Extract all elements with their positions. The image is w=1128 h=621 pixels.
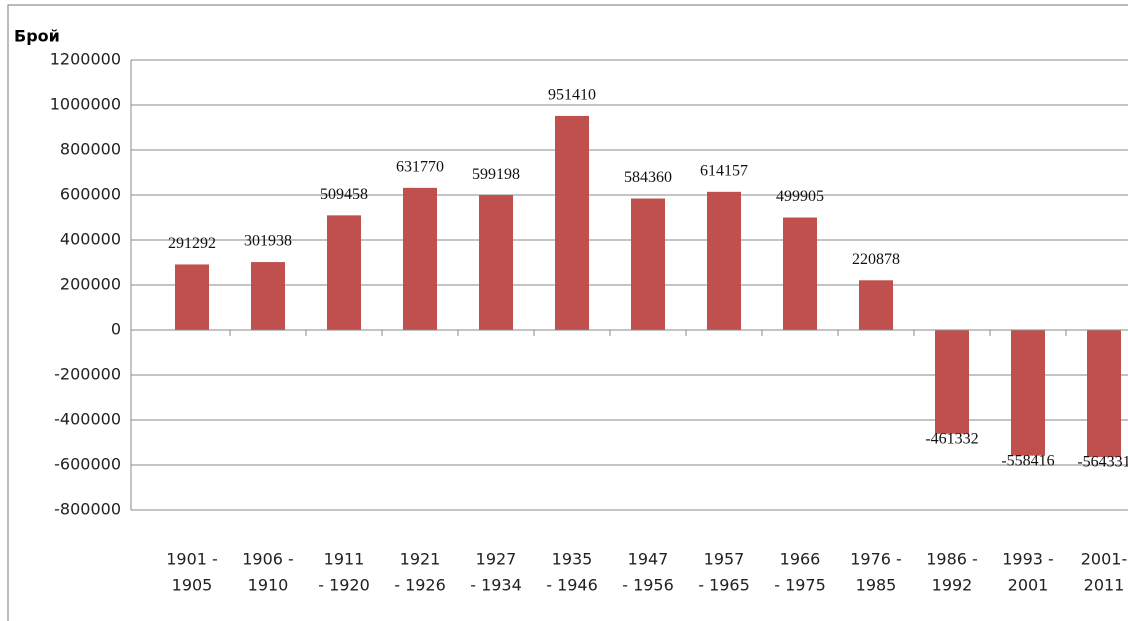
y-tick-label: 1000000 (50, 95, 121, 114)
x-tick-label: 1976 - (850, 550, 902, 569)
value-label: -564331 (1077, 454, 1128, 471)
bar (1087, 330, 1121, 457)
value-label: 509458 (320, 186, 368, 203)
x-tick-label: - 1965 (698, 576, 750, 595)
x-tick-label: 1910 (248, 576, 289, 595)
value-label: 631770 (396, 159, 444, 176)
value-label: 291292 (168, 235, 216, 252)
x-tick-label: 1935 (552, 550, 593, 569)
bar (251, 262, 285, 330)
x-tick-label: 2011 (1084, 576, 1125, 595)
y-tick-label: 800000 (60, 140, 121, 159)
value-label: 951410 (548, 87, 596, 104)
bar (479, 195, 513, 330)
bar (783, 217, 817, 330)
x-tick-label: 1906 - (242, 550, 294, 569)
x-tick-label: 1921 (400, 550, 441, 569)
bar (935, 330, 969, 434)
x-tick-label: - 1975 (774, 576, 826, 595)
x-tick-label: 1947 (628, 550, 669, 569)
x-tick-label: - 1934 (470, 576, 522, 595)
x-tick-label: 1927 (476, 550, 517, 569)
value-label: 499905 (776, 188, 824, 205)
x-tick-label: 1966 (780, 550, 821, 569)
bar (555, 115, 589, 331)
x-tick-label: - 1926 (394, 576, 446, 595)
x-tick-label: - 1956 (622, 576, 674, 595)
x-tick-label: - 1946 (546, 576, 598, 595)
value-label: 584360 (624, 169, 672, 186)
value-label: 614157 (700, 162, 748, 179)
x-tick-label: 2001 (1008, 576, 1049, 595)
y-tick-label: 0 (111, 320, 121, 339)
x-tick-label: 1986 - (926, 550, 978, 569)
y-tick-label: -400000 (54, 410, 121, 429)
bar (1011, 330, 1045, 456)
bar (403, 187, 437, 330)
value-label: -461332 (925, 430, 978, 447)
x-tick-label: - 1920 (318, 576, 370, 595)
bar (707, 191, 741, 330)
bar (631, 198, 665, 330)
y-axis-label: Брой (14, 27, 60, 46)
value-label: -558416 (1001, 452, 1054, 469)
x-tick-label: 1901 - (166, 550, 218, 569)
y-tick-label: 400000 (60, 230, 121, 249)
x-tick-label: 1993 - (1002, 550, 1054, 569)
bar (175, 264, 209, 330)
bar (327, 215, 361, 330)
y-tick-label: 600000 (60, 185, 121, 204)
y-tick-label: 1200000 (50, 50, 121, 69)
y-tick-label: -800000 (54, 500, 121, 519)
y-tick-label: -600000 (54, 455, 121, 474)
x-tick-label: 2001- (1081, 550, 1128, 569)
bar (859, 280, 893, 330)
y-tick-label: 200000 (60, 275, 121, 294)
value-label: 599198 (472, 166, 520, 183)
value-label: 220878 (852, 251, 900, 268)
x-tick-label: 1905 (172, 576, 213, 595)
chart-frame (7, 4, 1128, 621)
x-tick-label: 1911 (324, 550, 365, 569)
value-label: 301938 (244, 233, 292, 250)
x-tick-label: 1985 (856, 576, 897, 595)
y-tick-label: -200000 (54, 365, 121, 384)
x-tick-label: 1957 (704, 550, 745, 569)
x-tick-label: 1992 (932, 576, 973, 595)
